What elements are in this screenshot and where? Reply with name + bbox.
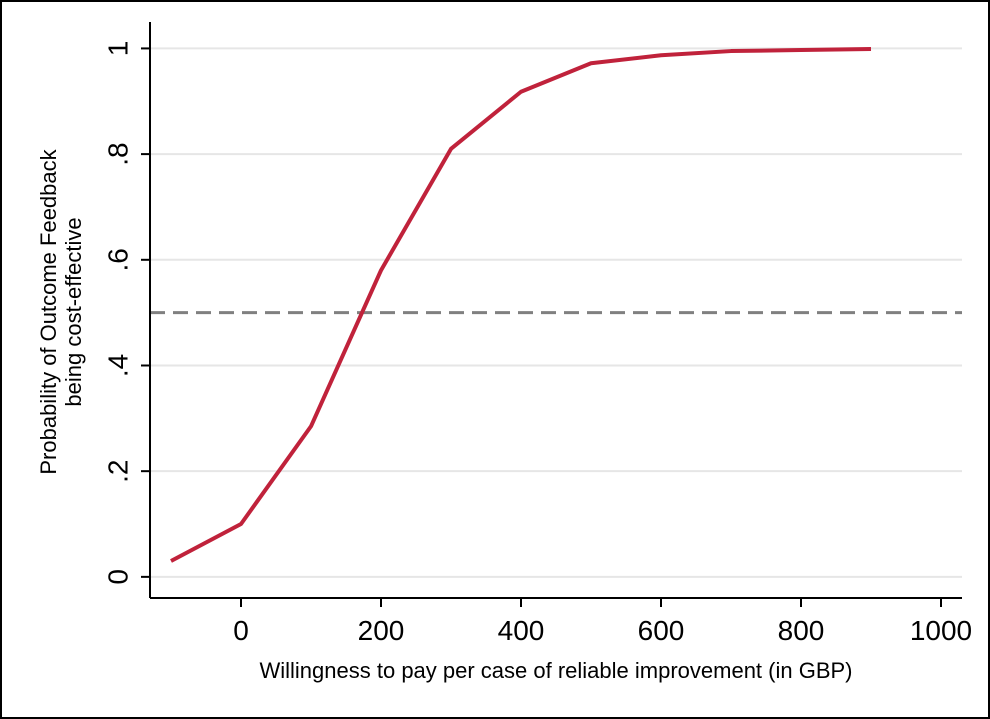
x-tick-label-0: 0 bbox=[233, 615, 249, 646]
y-tick-label-5: 1 bbox=[103, 41, 134, 57]
x-ticks: 0 200 400 600 800 1000 bbox=[233, 598, 972, 646]
axes bbox=[149, 22, 962, 599]
y-tick-label-0: 0 bbox=[103, 569, 134, 585]
y-tick-label-1: .2 bbox=[103, 459, 134, 482]
x-tick-label-2: 400 bbox=[498, 615, 545, 646]
series-line-0 bbox=[170, 46, 872, 563]
y-axis-title: Probability of Outcome Feedback being co… bbox=[36, 148, 86, 474]
plot-area bbox=[150, 22, 962, 598]
x-tick-label-4: 800 bbox=[778, 615, 825, 646]
x-tick-label-5: 1000 bbox=[910, 615, 972, 646]
y-tick-label-4: .8 bbox=[103, 142, 134, 165]
y-axis-title-line-1: Probability of Outcome Feedback bbox=[36, 148, 61, 474]
y-axis-title-line-2: being cost-effective bbox=[61, 217, 86, 406]
x-tick-label-3: 600 bbox=[638, 615, 685, 646]
x-tick-label-1: 200 bbox=[358, 615, 405, 646]
x-axis-title: Willingness to pay per case of reliable … bbox=[259, 658, 852, 683]
y-ticks: 0 .2 .4 .6 .8 1 bbox=[103, 41, 150, 585]
series-layer bbox=[170, 46, 872, 563]
y-tick-label-2: .4 bbox=[103, 354, 134, 377]
y-tick-label-3: .6 bbox=[103, 248, 134, 271]
